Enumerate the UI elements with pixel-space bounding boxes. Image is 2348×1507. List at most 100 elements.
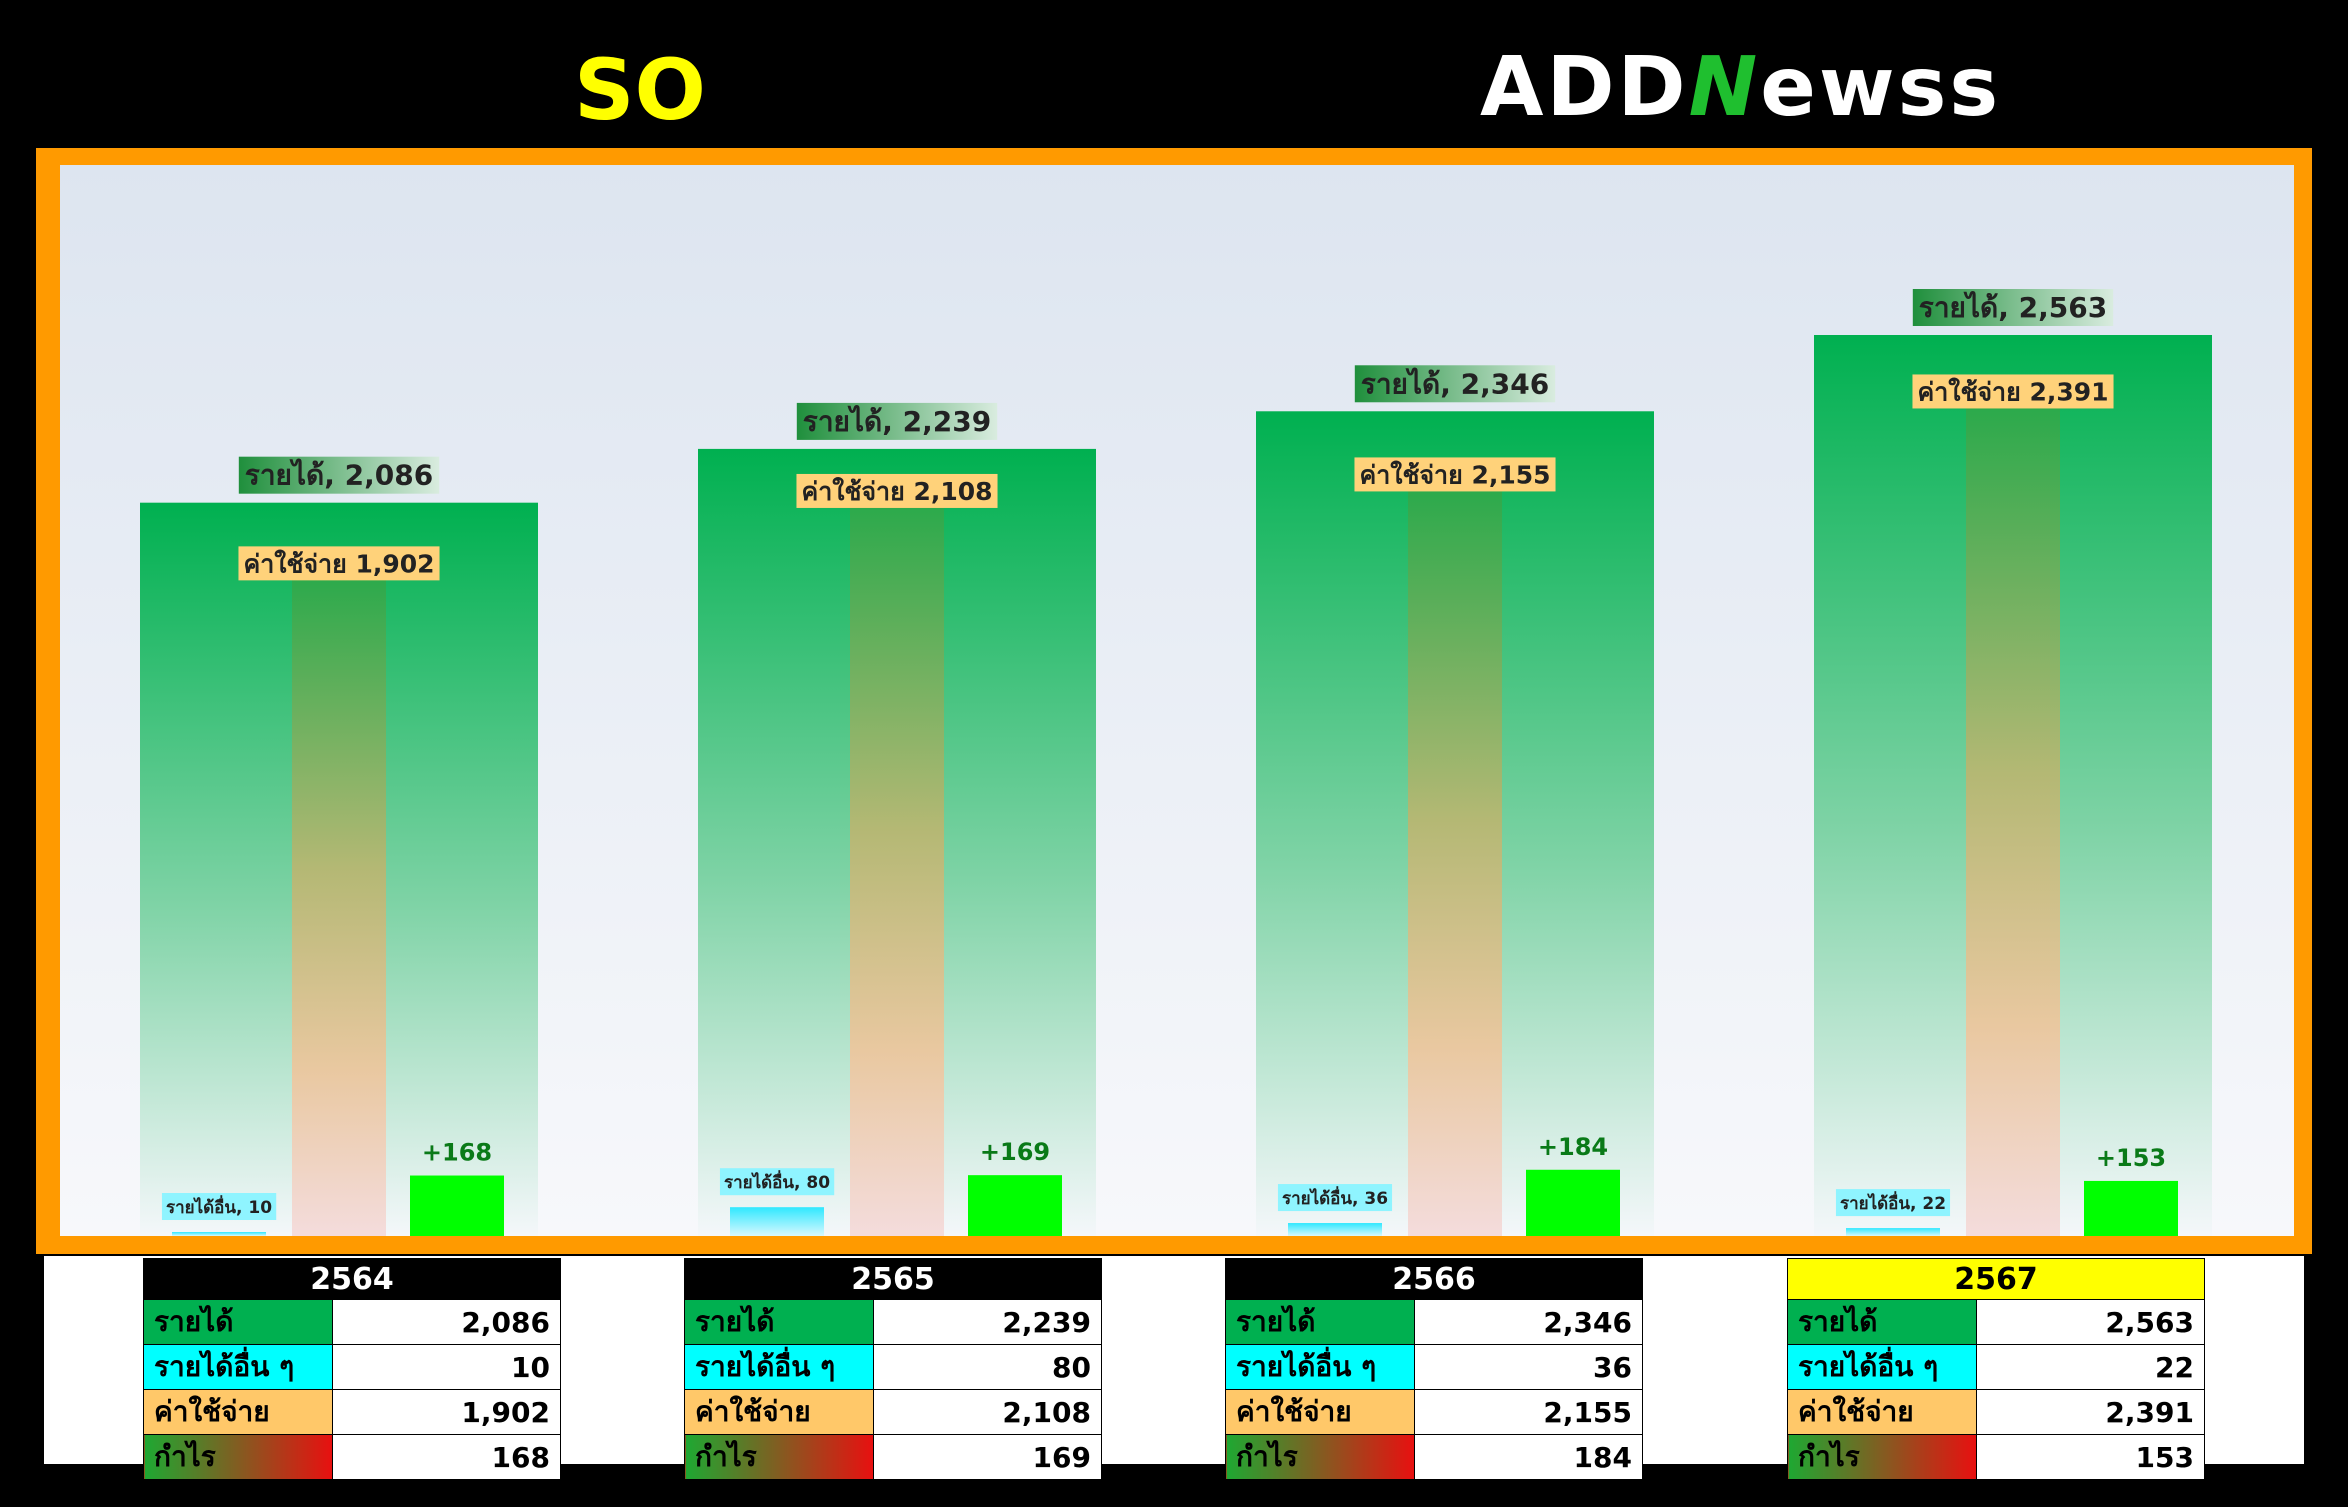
table-row: รายได้อื่น ๆ 36: [1225, 1344, 1643, 1390]
row-value: 2,563: [1976, 1299, 2205, 1345]
table-row: กำไร 184: [1225, 1434, 1643, 1480]
expense-label-bg: [796, 473, 998, 508]
other-income-bar: [1288, 1223, 1382, 1236]
other-income-label-group: รายได้อื่น, 36: [1277, 1184, 1393, 1212]
profit-label: +169: [980, 1138, 1050, 1166]
profit-label: +184: [1538, 1133, 1608, 1161]
expense-label-bg: [1354, 457, 1556, 492]
expense-label-bg: [238, 546, 440, 581]
row-value: 2,155: [1414, 1389, 1643, 1435]
year-table-2567: 2567 รายได้ 2,563 รายได้อื่น ๆ 22 ค่าใช้จ่าย 2…: [1787, 1258, 2205, 1480]
revenue-label: รายได้, 2,239: [803, 405, 991, 438]
row-value: 168: [332, 1434, 561, 1480]
revenue-label-group: รายได้, 2,346: [1354, 365, 1556, 403]
table-year-header: 2566: [1225, 1258, 1643, 1300]
expense-label-bg: [1912, 374, 2114, 409]
row-value: 2,346: [1414, 1299, 1643, 1345]
row-label: ค่าใช้จ่าย: [1225, 1389, 1415, 1435]
row-label: กำไร: [143, 1434, 333, 1480]
revenue-label-bg: [1912, 289, 2114, 326]
table-row: ค่าใช้จ่าย 1,902: [143, 1389, 561, 1435]
table-row: กำไร 153: [1787, 1434, 2205, 1480]
table-row: รายได้อื่น ๆ 22: [1787, 1344, 2205, 1390]
profit-label-group: +168: [422, 1139, 492, 1167]
expense-label: ค่าใช้จ่าย 2,108: [801, 476, 992, 506]
plot-area: รายได้, 2,086 ค่าใช้จ่าย 1,902 รายได้อื่น,…: [60, 165, 2294, 1236]
row-value: 153: [1976, 1434, 2205, 1480]
table-row: รายได้ 2,086: [143, 1299, 561, 1345]
table-row: กำไร 169: [684, 1434, 1102, 1480]
ticker-symbol: SO: [574, 41, 706, 139]
row-value: 1,902: [332, 1389, 561, 1435]
row-label: ค่าใช้จ่าย: [684, 1389, 874, 1435]
row-value: 36: [1414, 1344, 1643, 1390]
profit-bar: [968, 1175, 1062, 1236]
other-income-label: รายได้อื่น, 22: [1840, 1191, 1946, 1214]
row-label: รายได้: [684, 1299, 874, 1345]
row-label: ค่าใช้จ่าย: [143, 1389, 333, 1435]
expense-label-group: ค่าใช้จ่าย 2,391: [1912, 374, 2114, 409]
row-label: รายได้อื่น ๆ: [1787, 1344, 1977, 1390]
expense-label-group: ค่าใช้จ่าย 1,902: [238, 546, 440, 581]
other-income-label-bg: [161, 1193, 277, 1220]
revenue-label: รายได้, 2,563: [1919, 291, 2107, 324]
other-income-bar: [172, 1232, 266, 1236]
logo-part-3: ewss: [1760, 40, 2002, 135]
expense-label: ค่าใช้จ่าย 2,155: [1359, 459, 1550, 489]
other-income-label-group: รายได้อื่น, 22: [1835, 1189, 1951, 1217]
row-value: 2,086: [332, 1299, 561, 1345]
table-row: ค่าใช้จ่าย 2,155: [1225, 1389, 1643, 1435]
table-row: รายได้ 2,239: [684, 1299, 1102, 1345]
revenue-label-bg: [796, 402, 998, 440]
revenue-label-group: รายได้, 2,086: [238, 456, 440, 494]
other-income-label-group: รายได้อื่น, 80: [719, 1168, 835, 1196]
table-row: รายได้อื่น ๆ 10: [143, 1344, 561, 1390]
logo-part-2: N: [1688, 40, 1761, 135]
row-label: กำไร: [1225, 1434, 1415, 1480]
table-year-header: 2564: [143, 1258, 561, 1300]
profit-label: +153: [2096, 1144, 2166, 1172]
other-income-label: รายได้อื่น, 36: [1282, 1186, 1388, 1209]
expense-label-group: ค่าใช้จ่าย 2,108: [796, 473, 998, 508]
table-row: ค่าใช้จ่าย 2,391: [1787, 1389, 2205, 1435]
year-table-2564: 2564 รายได้ 2,086 รายได้อื่น ๆ 10 ค่าใช้จ่าย 1…: [143, 1258, 561, 1480]
expense-label-group: ค่าใช้จ่าย 2,155: [1354, 457, 1556, 492]
revenue-label: รายได้, 2,086: [245, 459, 433, 492]
profit-label-group: +169: [980, 1138, 1050, 1166]
profit-bar: [410, 1175, 504, 1236]
other-income-label: รายได้อื่น, 80: [724, 1170, 830, 1193]
logo-part-1: ADD: [1480, 40, 1689, 135]
row-label: รายได้อื่น ๆ: [143, 1344, 333, 1390]
table-row: กำไร 168: [143, 1434, 561, 1480]
other-income-label-bg: [719, 1168, 835, 1196]
row-label: ค่าใช้จ่าย: [1787, 1389, 1977, 1435]
row-label: กำไร: [684, 1434, 874, 1480]
other-income-label-group: รายได้อื่น, 10: [161, 1193, 277, 1220]
revenue-label-group: รายได้, 2,239: [796, 402, 998, 440]
row-value: 2,239: [873, 1299, 1102, 1345]
row-label: รายได้: [1787, 1299, 1977, 1345]
table-row: ค่าใช้จ่าย 2,108: [684, 1389, 1102, 1435]
profit-label: +168: [422, 1139, 492, 1167]
revenue-label-bg: [1354, 365, 1556, 403]
expense-bar: [1966, 395, 2060, 1236]
row-value: 10: [332, 1344, 561, 1390]
expense-bar: [1408, 478, 1502, 1236]
revenue-label-bg: [238, 456, 440, 494]
expense-bar: [850, 494, 944, 1236]
other-income-label: รายได้อื่น, 10: [166, 1195, 272, 1218]
brand-logo: ADDNewss: [1480, 38, 2001, 138]
year-table-2565: 2565 รายได้ 2,239 รายได้อื่น ๆ 80 ค่าใช้จ่าย 2…: [684, 1258, 1102, 1480]
row-value: 2,391: [1976, 1389, 2205, 1435]
other-income-bar: [1846, 1228, 1940, 1236]
table-year-header: 2567: [1787, 1258, 2205, 1300]
revenue-label: รายได้, 2,346: [1361, 367, 1549, 400]
profit-bar: [1526, 1169, 1620, 1236]
row-value: 184: [1414, 1434, 1643, 1480]
other-income-label-bg: [1835, 1189, 1951, 1217]
revenue-label-group: รายได้, 2,563: [1912, 289, 2114, 326]
row-label: กำไร: [1787, 1434, 1977, 1480]
row-value: 2,108: [873, 1389, 1102, 1435]
profit-label-group: +184: [1538, 1133, 1608, 1161]
other-income-bar: [730, 1207, 824, 1236]
